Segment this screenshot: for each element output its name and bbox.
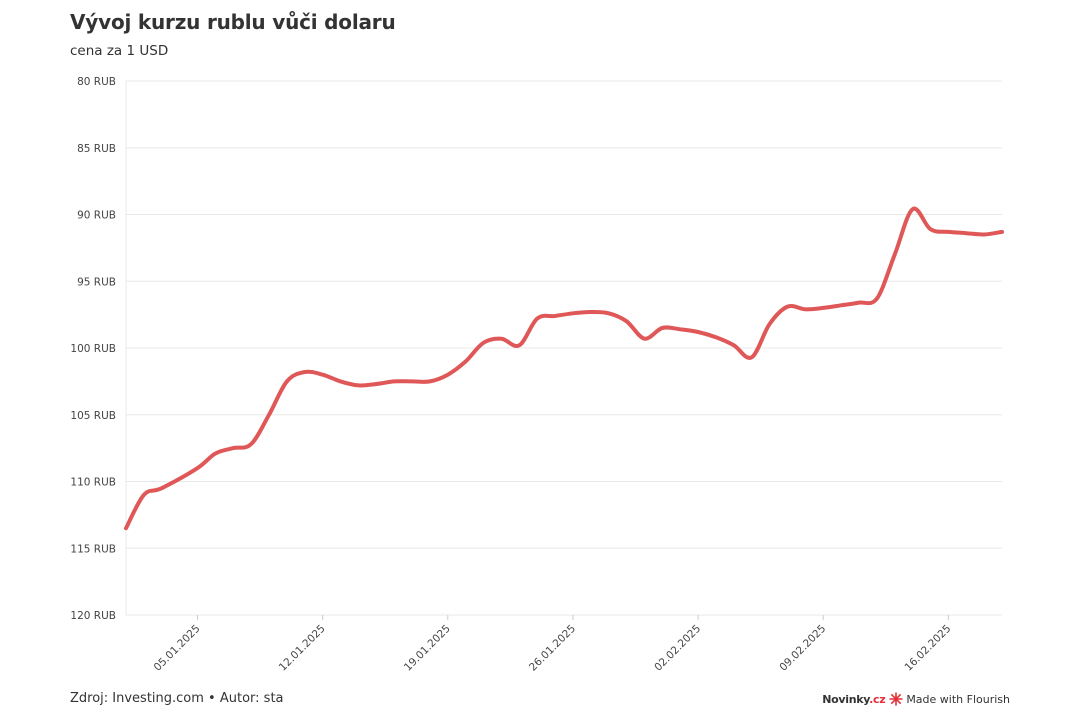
x-tick-label: 09.02.2025 [777, 623, 828, 674]
brand-logo[interactable]: Novinky.cz [822, 693, 885, 706]
y-tick-label: 80 RUB [77, 76, 116, 88]
y-tick-label: 120 RUB [70, 610, 116, 622]
grid-lines [126, 80, 1002, 616]
y-tick-label: 100 RUB [70, 343, 116, 355]
source-credit: Zdroj: Investing.com • Autor: sta [70, 691, 284, 706]
footer-branding: Novinky.cz Made with Flourish [822, 692, 1010, 706]
y-tick-label: 90 RUB [77, 210, 116, 222]
x-tick-label: 26.01.2025 [527, 623, 578, 674]
flourish-icon [889, 692, 904, 706]
chart-title: Vývoj kurzu rublu vůči dolaru [70, 10, 396, 34]
y-tick-label: 105 RUB [70, 410, 116, 422]
x-tick-label: 19.01.2025 [402, 623, 453, 674]
x-tick-label: 05.01.2025 [152, 623, 203, 674]
x-tick-label: 02.02.2025 [652, 623, 703, 674]
chart-subtitle: cena za 1 USD [70, 43, 169, 59]
y-tick-label: 95 RUB [77, 276, 116, 288]
y-axis: 80 RUB 85 RUB 90 RUB 95 RUB 100 RUB 105 RUB 11… [70, 76, 127, 622]
series-layer [124, 206, 1004, 531]
brand-name: Novinky [822, 692, 870, 706]
y-tick-label: 110 RUB [70, 477, 116, 489]
line-chart: 80 RUB 85 RUB 90 RUB 95 RUB 100 RUB 105 RUB 11… [70, 76, 1004, 674]
series-line-rub-usd[interactable] [124, 206, 1004, 531]
brand-suffix: .cz [869, 692, 886, 706]
x-axis: 05.01.2025 12.01.2025 19.01.2025 26.01.2025… [152, 615, 953, 674]
x-tick-label: 16.02.2025 [902, 623, 953, 674]
made-with-flourish-link[interactable]: Made with Flourish [906, 692, 1010, 706]
y-tick-label: 115 RUB [70, 543, 116, 555]
y-tick-label: 85 RUB [77, 143, 116, 155]
x-tick-label: 12.01.2025 [277, 623, 328, 674]
